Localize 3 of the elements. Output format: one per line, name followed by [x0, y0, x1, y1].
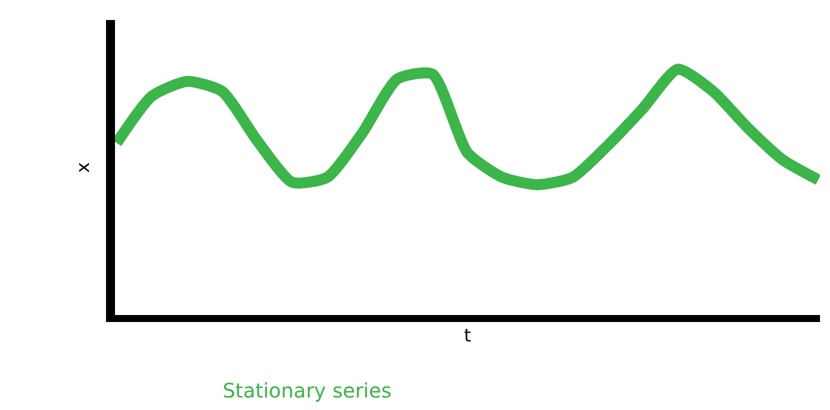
- y-axis-title: x: [73, 162, 94, 173]
- text: Stationary series: [222, 378, 392, 403]
- x-axis-title: t: [464, 326, 472, 346]
